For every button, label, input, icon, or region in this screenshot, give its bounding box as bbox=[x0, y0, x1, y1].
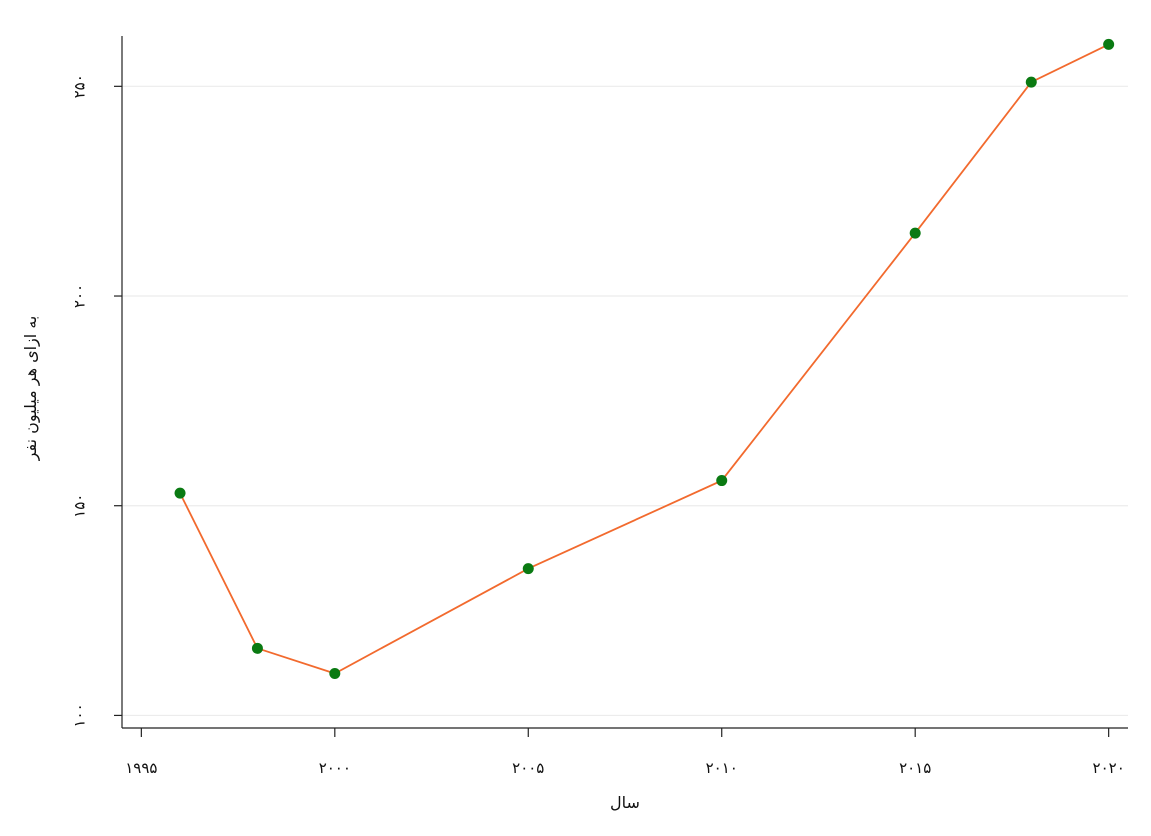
data-point bbox=[716, 475, 728, 487]
x-axis-ticks: ۱۹۹۵ ۲۰۰۰ ۲۰۰۵ ۲۰۱۰ ۲۰۱۵ ۲۰۲۰ bbox=[125, 728, 1125, 777]
data-point bbox=[1025, 76, 1037, 88]
x-tick-label: ۲۰۱۵ bbox=[899, 759, 931, 777]
x-axis-title: سال bbox=[610, 793, 640, 812]
x-tick-label: ۱۹۹۵ bbox=[125, 759, 157, 777]
data-point bbox=[1103, 38, 1115, 50]
y-tick-label: ۲۵۰ bbox=[71, 74, 89, 98]
data-point bbox=[522, 563, 534, 575]
x-tick-label: ۲۰۰۵ bbox=[512, 759, 544, 777]
x-tick-label: ۲۰۰۰ bbox=[319, 759, 351, 777]
y-tick-label: ۲۰۰ bbox=[71, 284, 89, 308]
y-axis-title: به ازای هر میلیون نفر bbox=[21, 316, 41, 462]
data-point bbox=[251, 642, 263, 654]
x-tick-label: ۲۰۱۰ bbox=[706, 759, 738, 777]
data-point bbox=[909, 227, 921, 239]
data-point bbox=[174, 487, 186, 499]
y-axis-ticks: ۱۰۰ ۱۵۰ ۲۰۰ ۲۵۰ bbox=[71, 74, 122, 728]
y-tick-label: ۱۵۰ bbox=[71, 494, 89, 518]
axes bbox=[121, 36, 1128, 729]
gridlines bbox=[122, 85, 1128, 717]
y-tick-label: ۱۰۰ bbox=[71, 703, 89, 727]
series-line bbox=[179, 43, 1110, 675]
data-points bbox=[174, 38, 1115, 679]
data-point bbox=[329, 667, 341, 679]
x-tick-label: ۲۰۲۰ bbox=[1093, 759, 1125, 777]
